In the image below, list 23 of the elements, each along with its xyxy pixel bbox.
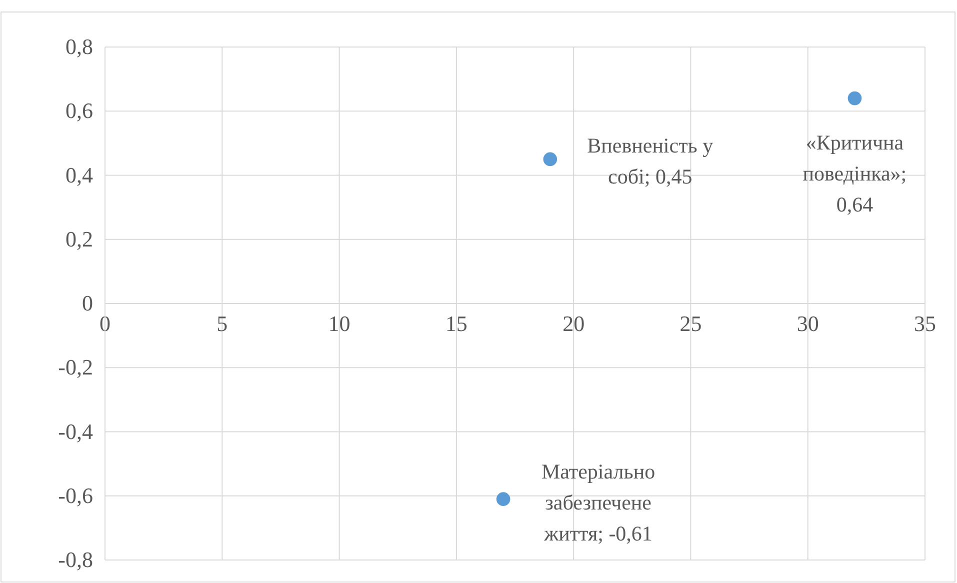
y-tick-label: 0,6 bbox=[66, 98, 93, 124]
y-tick-label: 0,4 bbox=[66, 162, 93, 188]
y-tick-label: 0,2 bbox=[66, 226, 93, 252]
annotation: Матеріально забезпечене життя; -0,61 bbox=[541, 459, 656, 546]
point bbox=[848, 91, 862, 106]
x-tick-label: 15 bbox=[445, 311, 468, 336]
point bbox=[543, 152, 558, 166]
annotation: Впевненість у собі; 0,45 bbox=[587, 134, 714, 189]
x-tick-label: 5 bbox=[216, 311, 228, 336]
x-tick-label: 30 bbox=[796, 311, 819, 336]
annotation: «Критична поведінка»; 0,64 bbox=[802, 130, 907, 217]
point bbox=[496, 492, 510, 506]
x-tick-label: 10 bbox=[328, 311, 350, 336]
y-tick-label: -0,2 bbox=[58, 354, 93, 380]
y-tick-label: 0,8 bbox=[66, 34, 93, 60]
y-tick-label: 0 bbox=[82, 290, 93, 316]
x-tick-label: 35 bbox=[914, 311, 936, 336]
y-tick-label: -0,4 bbox=[58, 418, 93, 444]
x-tick-label: 20 bbox=[562, 311, 585, 336]
y-tick-label: -0,6 bbox=[58, 482, 93, 508]
y-tick-label: -0,8 bbox=[58, 547, 93, 572]
x-tick-label: 0 bbox=[100, 311, 110, 336]
x-tick-label: 25 bbox=[680, 311, 702, 336]
